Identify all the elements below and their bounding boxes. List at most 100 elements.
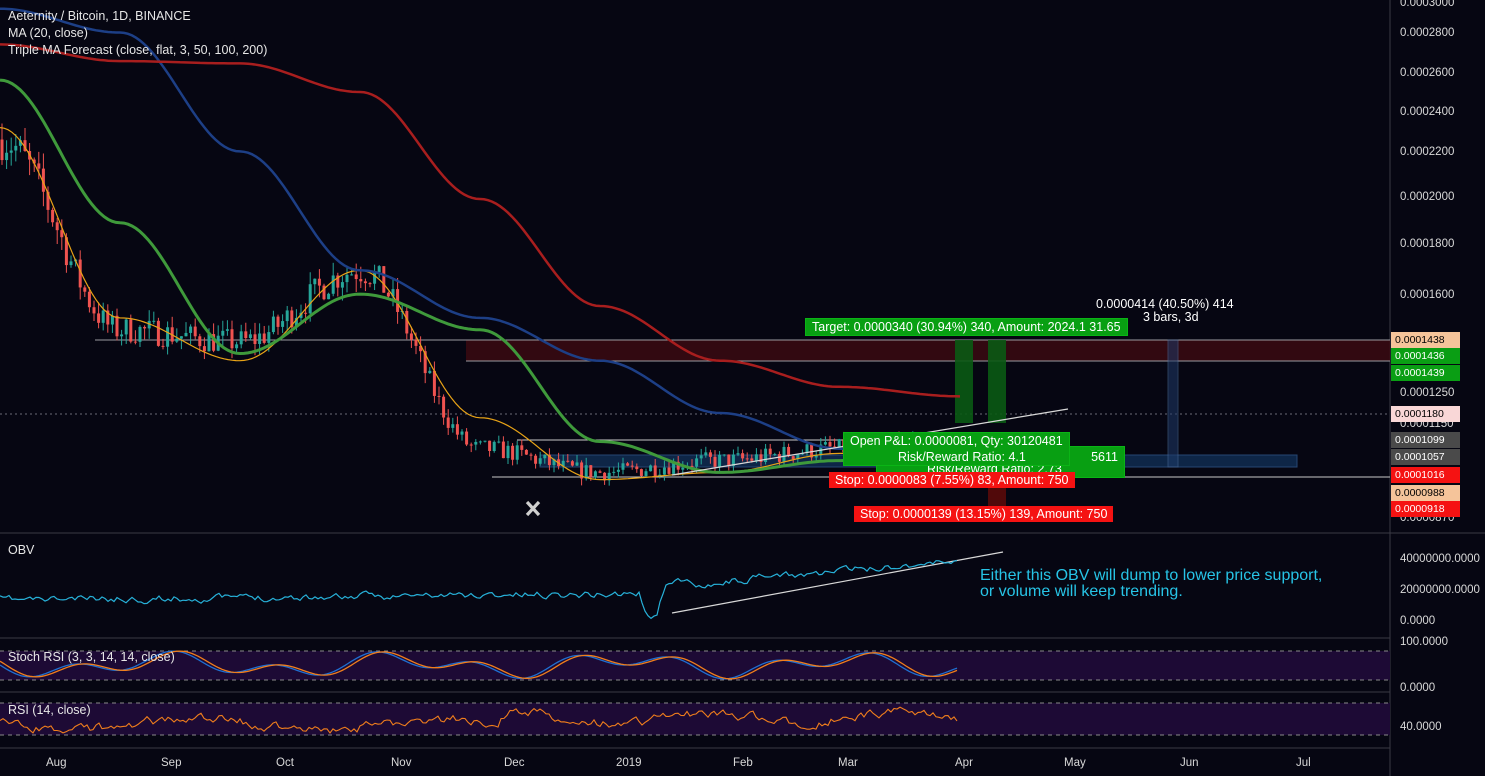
- candle: [488, 440, 492, 452]
- candle: [304, 312, 308, 314]
- obv-note[interactable]: Either this OBV will dump to lower price…: [980, 568, 1322, 600]
- time-tick: Apr: [955, 757, 973, 769]
- long-position-target-2[interactable]: [988, 340, 1006, 423]
- candle: [359, 279, 363, 282]
- price-tick: 0.0001600: [1400, 289, 1455, 301]
- candle: [373, 272, 377, 284]
- candle: [290, 310, 294, 328]
- obv-title[interactable]: OBV: [8, 543, 35, 557]
- time-tick: Jun: [1180, 757, 1199, 769]
- ma200-line[interactable]: [0, 43, 961, 398]
- candle: [474, 441, 478, 445]
- candle: [64, 237, 68, 266]
- candle: [428, 370, 432, 374]
- candle: [313, 278, 317, 285]
- candle: [147, 320, 151, 329]
- candle: [658, 474, 662, 477]
- candle: [515, 445, 519, 460]
- time-tick: Feb: [733, 757, 753, 769]
- open-pl-box[interactable]: Open P&L: 0.0000081, Qty: 30120481 Risk/…: [843, 432, 1070, 466]
- candle: [271, 316, 275, 333]
- candle: [55, 222, 59, 231]
- candle: [83, 287, 87, 292]
- rsi-title[interactable]: RSI (14, close): [8, 703, 91, 717]
- obv-tick: 40000000.0000: [1400, 553, 1480, 565]
- stop-label-2[interactable]: Stop: 0.0000139 (13.15%) 139, Amount: 75…: [854, 506, 1114, 522]
- candle: [409, 333, 413, 340]
- resistance-zone[interactable]: [466, 340, 1390, 361]
- ma50-line[interactable]: [0, 78, 961, 474]
- measure-bars-label[interactable]: 3 bars, 3d: [1143, 310, 1199, 324]
- hidden-value: 5611: [1091, 450, 1118, 464]
- candle: [543, 454, 547, 459]
- candle: [354, 274, 358, 280]
- ma20-line[interactable]: [0, 127, 961, 481]
- candle: [511, 445, 515, 460]
- candle: [653, 465, 657, 477]
- rsi-line[interactable]: [0, 706, 958, 734]
- target-label[interactable]: Target: 0.0000340 (30.94%) 340, Amount: …: [805, 318, 1128, 336]
- stoch-tick: 0.0000: [1400, 682, 1436, 694]
- candle: [676, 461, 680, 470]
- candle: [672, 461, 676, 474]
- candle: [225, 329, 229, 331]
- candle: [60, 230, 64, 238]
- price-tag: 0.0001436: [1391, 348, 1460, 364]
- candle: [299, 312, 303, 318]
- long-position-target[interactable]: [955, 340, 973, 423]
- ma100-line[interactable]: [0, 7, 960, 458]
- candle: [722, 454, 726, 456]
- candle: [635, 466, 639, 470]
- obv-line[interactable]: [0, 559, 958, 620]
- stoch-title[interactable]: Stoch RSI (3, 3, 14, 14, close): [8, 650, 175, 664]
- candle: [37, 163, 41, 169]
- candle: [607, 472, 611, 481]
- candle: [267, 332, 271, 343]
- candle: [331, 275, 335, 294]
- candle: [773, 454, 777, 456]
- candle: [492, 441, 496, 452]
- candle: [235, 344, 239, 349]
- candle: [547, 454, 551, 466]
- stoch-k-line[interactable]: [0, 650, 958, 680]
- symbol-title[interactable]: Aeternity / Bitcoin, 1D, BINANCE: [8, 9, 191, 23]
- obv-tick: 0.0000: [1400, 615, 1436, 627]
- candle: [681, 467, 685, 470]
- candle: [41, 168, 45, 192]
- time-tick: Oct: [276, 757, 294, 769]
- candle: [244, 331, 248, 339]
- candle: [708, 452, 712, 457]
- candle: [524, 449, 528, 455]
- price-tick: 0.0003000: [1400, 0, 1455, 9]
- price-tick: 0.0002000: [1400, 191, 1455, 203]
- measure-box[interactable]: [1167, 339, 1179, 468]
- obv-note-line-2: or volume will keep trending.: [980, 583, 1183, 600]
- candle: [777, 454, 781, 462]
- candle: [391, 289, 395, 297]
- candle: [727, 454, 731, 466]
- candle: [580, 462, 584, 479]
- price-tag: 0.0001099: [1391, 432, 1460, 448]
- candle: [221, 330, 225, 336]
- candle: [552, 459, 556, 466]
- ma-indicator-legend[interactable]: MA (20, close): [8, 26, 88, 40]
- risk-reward-label: Risk/Reward Ratio: 4.1: [898, 450, 1026, 464]
- stop-label-1[interactable]: Stop: 0.0000083 (7.55%) 83, Amount: 750: [829, 472, 1075, 488]
- candle: [667, 467, 671, 474]
- measure-label[interactable]: 0.0000414 (40.50%) 414: [1096, 297, 1234, 311]
- candle: [345, 274, 349, 283]
- candle: [460, 431, 464, 435]
- candle: [193, 326, 197, 337]
- price-tag: 0.0001016: [1391, 467, 1460, 483]
- candle: [750, 458, 754, 461]
- triple-ma-legend[interactable]: Triple MA Forecast (close, flat, 3, 50, …: [8, 43, 268, 57]
- price-tick: 0.0002200: [1400, 146, 1455, 158]
- price-tick: 0.0001800: [1400, 238, 1455, 250]
- stoch-d-line[interactable]: [0, 650, 958, 680]
- candle: [78, 259, 82, 288]
- candle: [184, 332, 188, 337]
- candle: [248, 334, 252, 339]
- close-marker-icon[interactable]: [525, 500, 541, 517]
